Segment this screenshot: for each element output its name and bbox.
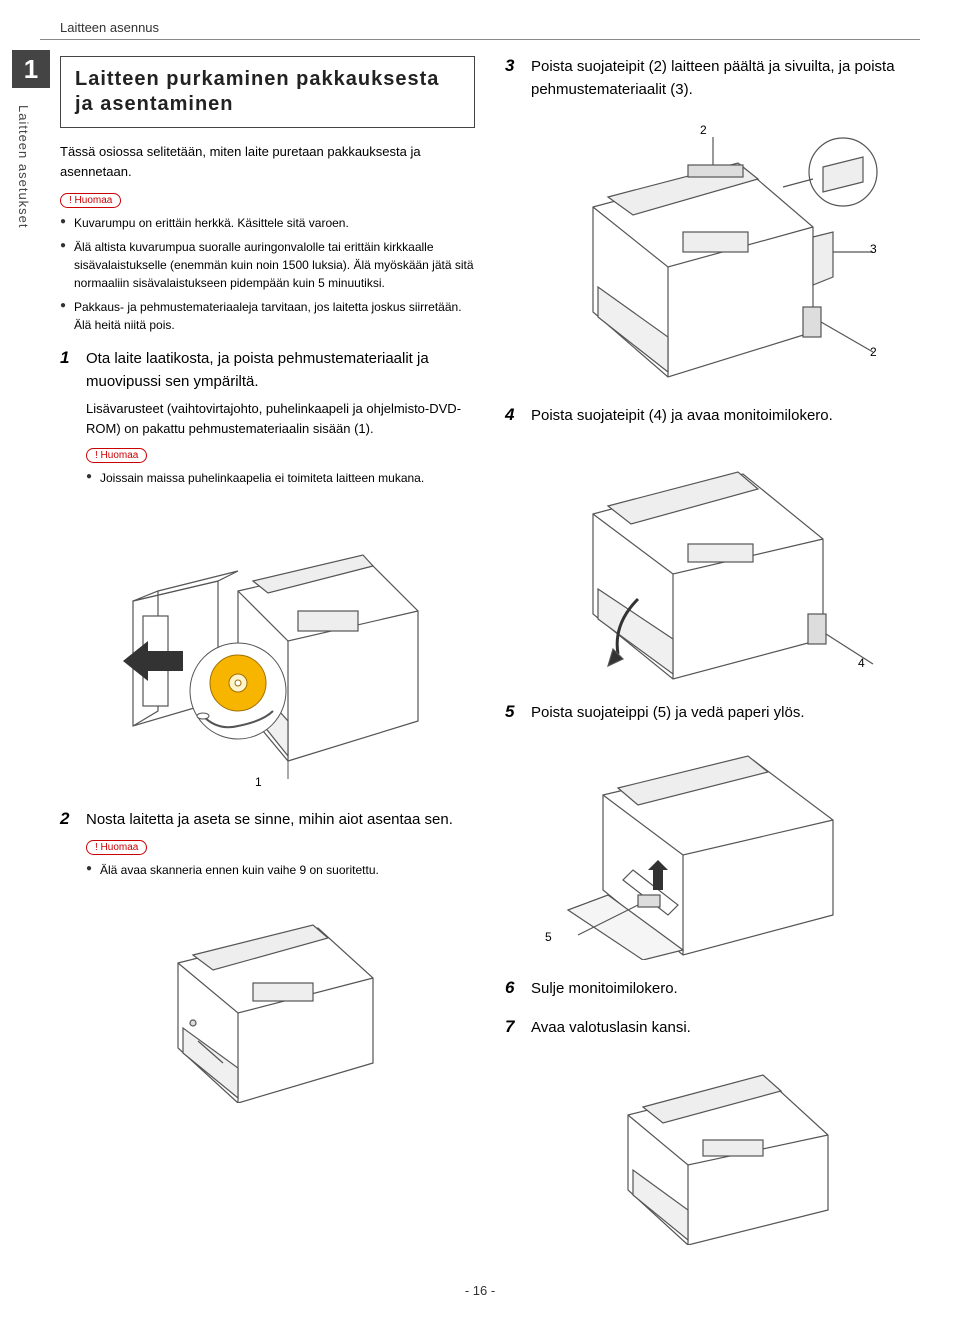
step-5: 5 Poista suojateippi (5) ja vedä paperi … <box>505 702 920 731</box>
section-header: Laitteen asennus <box>60 20 920 35</box>
callout-2b: 2 <box>870 345 877 359</box>
step-2: 2 Nosta laitetta ja aseta se sinne, mihi… <box>60 809 475 893</box>
step-3: 3 Poista suojateipit (2) laitteen päältä… <box>505 56 920 107</box>
callout-5: 5 <box>545 930 552 944</box>
callout-2: 2 <box>700 123 707 137</box>
step-number: 2 <box>60 809 86 893</box>
chapter-number: 1 <box>12 50 50 88</box>
left-column: Laitteen purkaminen pakkauksesta ja asen… <box>60 56 475 1263</box>
step-7: 7 Avaa valotuslasin kansi. <box>505 1017 920 1046</box>
figure-step5: 5 <box>505 740 920 960</box>
step-title: Poista suojateippi (5) ja vedä paperi yl… <box>531 702 920 725</box>
note-badge: ! Huomaa <box>86 448 147 463</box>
step-number: 1 <box>60 348 86 501</box>
note-badge: ! Huomaa <box>60 193 121 208</box>
step2-note-list: Älä avaa skanneria ennen kuin vaihe 9 on… <box>86 861 475 879</box>
step-title: Sulje monitoimilokero. <box>531 978 920 1001</box>
figure-step4: 4 <box>505 444 920 684</box>
step-number: 3 <box>505 56 531 107</box>
step1-note-list: Joissain maissa puhelinkaapelia ei toimi… <box>86 469 475 487</box>
callout-4: 4 <box>858 656 865 670</box>
chapter-vertical-label: Laitteen asetukset <box>16 105 31 229</box>
figure-step1: 1 <box>60 511 475 791</box>
step-6: 6 Sulje monitoimilokero. <box>505 978 920 1007</box>
figure-step2 <box>60 903 475 1103</box>
note-item: Älä avaa skanneria ennen kuin vaihe 9 on… <box>86 861 475 879</box>
callout-3: 3 <box>870 242 877 256</box>
step-1: 1 Ota laite laatikosta, ja poista pehmus… <box>60 348 475 501</box>
step-number: 7 <box>505 1017 531 1046</box>
callout-1: 1 <box>255 775 262 789</box>
step-desc: Lisävarusteet (vaihtovirtajohto, puhelin… <box>86 399 475 438</box>
page-title: Laitteen purkaminen pakkauksesta ja asen… <box>75 67 460 117</box>
note-badge: ! Huomaa <box>86 840 147 855</box>
step-title: Poista suojateipit (4) ja avaa monitoimi… <box>531 405 920 428</box>
figure-step3: 2 3 2 <box>505 117 920 387</box>
step-number: 4 <box>505 405 531 434</box>
step-title: Ota laite laatikosta, ja poista pehmuste… <box>86 348 475 393</box>
note-item: Pakkaus- ja pehmustemateriaaleja tarvita… <box>60 298 475 334</box>
step-title: Poista suojateipit (2) laitteen päältä j… <box>531 56 920 101</box>
step-number: 5 <box>505 702 531 731</box>
note-item: Älä altista kuvarumpua suoralle auringon… <box>60 238 475 292</box>
step-4: 4 Poista suojateipit (4) ja avaa monitoi… <box>505 405 920 434</box>
step-title: Avaa valotuslasin kansi. <box>531 1017 920 1040</box>
intro-text: Tässä osiossa selitetään, miten laite pu… <box>60 142 475 181</box>
figure-step7 <box>505 1055 920 1245</box>
right-column: 3 Poista suojateipit (2) laitteen päältä… <box>505 56 920 1263</box>
note-item: Kuvarumpu on erittäin herkkä. Käsittele … <box>60 214 475 232</box>
page-number: - 16 - <box>40 1283 920 1298</box>
step-title: Nosta laitetta ja aseta se sinne, mihin … <box>86 809 475 832</box>
top-notes-list: Kuvarumpu on erittäin herkkä. Käsittele … <box>60 214 475 334</box>
title-box: Laitteen purkaminen pakkauksesta ja asen… <box>60 56 475 128</box>
note-item: Joissain maissa puhelinkaapelia ei toimi… <box>86 469 475 487</box>
step-number: 6 <box>505 978 531 1007</box>
header-rule <box>40 39 920 40</box>
